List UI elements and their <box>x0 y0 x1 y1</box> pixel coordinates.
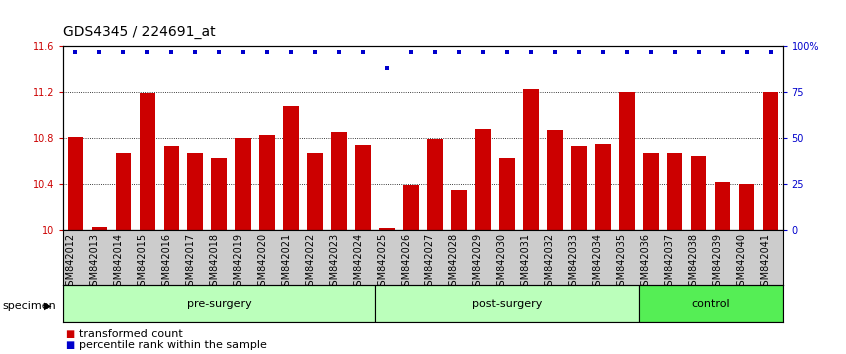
Text: GSM842028: GSM842028 <box>449 233 459 292</box>
Text: GSM842038: GSM842038 <box>689 233 699 292</box>
Bar <box>595 144 611 230</box>
Text: GSM842016: GSM842016 <box>162 233 171 292</box>
Bar <box>163 146 179 230</box>
Text: GSM842035: GSM842035 <box>617 233 627 292</box>
Text: GSM842039: GSM842039 <box>712 233 722 292</box>
Text: GSM842023: GSM842023 <box>329 233 339 292</box>
Text: GSM842037: GSM842037 <box>665 233 675 292</box>
Text: GSM842029: GSM842029 <box>473 233 483 292</box>
Bar <box>63 285 375 322</box>
Bar <box>91 227 107 230</box>
Bar <box>451 190 467 230</box>
Text: GSM842019: GSM842019 <box>233 233 244 292</box>
Bar <box>499 158 514 230</box>
Text: GSM842013: GSM842013 <box>90 233 99 292</box>
Bar <box>355 145 371 230</box>
Bar <box>475 129 491 230</box>
Text: percentile rank within the sample: percentile rank within the sample <box>79 340 266 350</box>
Text: GSM842017: GSM842017 <box>185 233 195 292</box>
Bar <box>307 153 323 230</box>
Text: GSM842027: GSM842027 <box>425 233 435 292</box>
Text: GSM842015: GSM842015 <box>137 233 147 292</box>
Text: GSM842034: GSM842034 <box>593 233 602 292</box>
Bar <box>283 106 299 230</box>
Text: GSM842026: GSM842026 <box>401 233 411 292</box>
Text: specimen: specimen <box>3 301 57 311</box>
Bar <box>404 185 419 230</box>
Text: GSM842033: GSM842033 <box>569 233 579 292</box>
Bar <box>523 88 539 230</box>
Bar <box>715 182 730 230</box>
Bar <box>643 153 658 230</box>
Text: GSM842036: GSM842036 <box>640 233 651 292</box>
Text: control: control <box>691 298 730 309</box>
Text: ▶: ▶ <box>44 301 51 311</box>
Text: GSM842025: GSM842025 <box>377 233 387 292</box>
Text: GSM842030: GSM842030 <box>497 233 507 292</box>
Text: GSM842021: GSM842021 <box>281 233 291 292</box>
Text: ■: ■ <box>65 329 74 339</box>
Text: GSM842020: GSM842020 <box>257 233 267 292</box>
Bar <box>739 184 755 230</box>
Bar <box>571 146 586 230</box>
Text: GDS4345 / 224691_at: GDS4345 / 224691_at <box>63 25 216 39</box>
Bar <box>68 137 83 230</box>
Bar <box>140 93 155 230</box>
Bar <box>375 285 639 322</box>
Bar <box>212 158 227 230</box>
Bar <box>235 138 251 230</box>
Bar <box>188 153 203 230</box>
Bar <box>547 130 563 230</box>
Text: GSM842040: GSM842040 <box>737 233 747 292</box>
Text: GSM842018: GSM842018 <box>209 233 219 292</box>
Text: GSM842041: GSM842041 <box>761 233 771 292</box>
Text: GSM842032: GSM842032 <box>545 233 555 292</box>
Bar <box>667 153 683 230</box>
Text: post-surgery: post-surgery <box>472 298 542 309</box>
Text: GSM842014: GSM842014 <box>113 233 124 292</box>
Bar <box>260 135 275 230</box>
Text: ■: ■ <box>65 340 74 350</box>
Text: GSM842031: GSM842031 <box>521 233 531 292</box>
Bar <box>427 139 442 230</box>
Text: GSM842022: GSM842022 <box>305 233 315 292</box>
Text: GSM842012: GSM842012 <box>65 233 75 292</box>
Text: GSM842024: GSM842024 <box>353 233 363 292</box>
Bar <box>332 132 347 230</box>
Text: pre-surgery: pre-surgery <box>187 298 251 309</box>
Bar <box>691 156 706 230</box>
Bar <box>379 228 395 230</box>
Bar <box>639 285 783 322</box>
Bar <box>763 92 778 230</box>
Text: transformed count: transformed count <box>79 329 183 339</box>
Bar <box>116 153 131 230</box>
Bar <box>619 92 634 230</box>
